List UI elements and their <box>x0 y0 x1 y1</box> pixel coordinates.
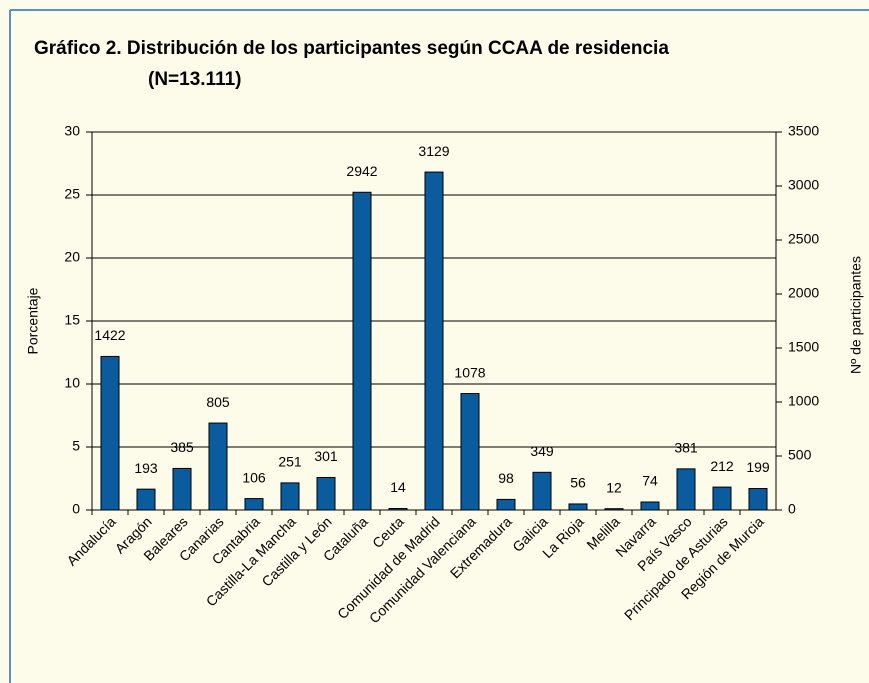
chart-title: Gráfico 2. Distribución de los participa… <box>34 38 669 59</box>
chart-subtitle: (N=13.111) <box>148 69 242 90</box>
y-tick-label: 15 <box>64 312 80 328</box>
data-label: 106 <box>242 469 266 485</box>
data-label: 251 <box>278 454 302 470</box>
data-label: 1078 <box>454 364 485 380</box>
bar <box>388 507 408 511</box>
y2-tick-label: 500 <box>788 447 812 463</box>
bar <box>496 498 516 511</box>
data-label: 212 <box>710 458 734 474</box>
data-label: 381 <box>674 440 698 456</box>
bar <box>280 482 300 511</box>
y-tick-label: 10 <box>64 375 80 391</box>
bar <box>136 488 156 511</box>
bar <box>532 471 552 511</box>
bar <box>172 467 192 511</box>
data-label: 3129 <box>418 143 449 159</box>
data-label: 193 <box>134 460 158 476</box>
bar <box>424 171 444 511</box>
bar <box>640 501 660 511</box>
y2-tick-label: 3500 <box>788 123 819 139</box>
y2-axis-label: Nº de participantes <box>848 256 864 374</box>
bar <box>100 355 120 511</box>
data-label: 56 <box>570 475 586 491</box>
data-label: 1422 <box>94 327 125 343</box>
data-label: 385 <box>170 439 194 455</box>
y2-tick-label: 0 <box>788 501 796 517</box>
y2-tick-label: 3000 <box>788 177 819 193</box>
bar <box>604 508 624 511</box>
y-tick-label: 25 <box>64 186 80 202</box>
bar <box>352 191 372 511</box>
y2-tick-label: 2000 <box>788 285 819 301</box>
bar <box>568 503 588 511</box>
bar <box>244 498 264 511</box>
data-label: 805 <box>206 394 230 410</box>
data-label: 12 <box>606 479 622 495</box>
bar <box>676 468 696 511</box>
y-tick-label: 30 <box>64 123 80 139</box>
bar <box>460 393 480 511</box>
y2-tick-label: 2500 <box>788 231 819 247</box>
bar <box>208 422 228 511</box>
y2-tick-label: 1500 <box>788 339 819 355</box>
bar <box>316 476 336 511</box>
data-label: 301 <box>314 448 338 464</box>
y-tick-label: 0 <box>72 501 80 517</box>
y-tick-label: 20 <box>64 249 80 265</box>
y-axis-label: Porcentaje <box>25 287 41 354</box>
bar <box>748 488 768 511</box>
data-label: 2942 <box>346 163 377 179</box>
bar <box>712 486 732 511</box>
data-label: 74 <box>642 473 658 489</box>
y2-tick-label: 1000 <box>788 393 819 409</box>
data-label: 98 <box>498 470 514 486</box>
data-label: 349 <box>530 443 554 459</box>
y-tick-label: 5 <box>72 438 80 454</box>
data-label: 14 <box>390 479 406 495</box>
data-label: 199 <box>746 459 770 475</box>
